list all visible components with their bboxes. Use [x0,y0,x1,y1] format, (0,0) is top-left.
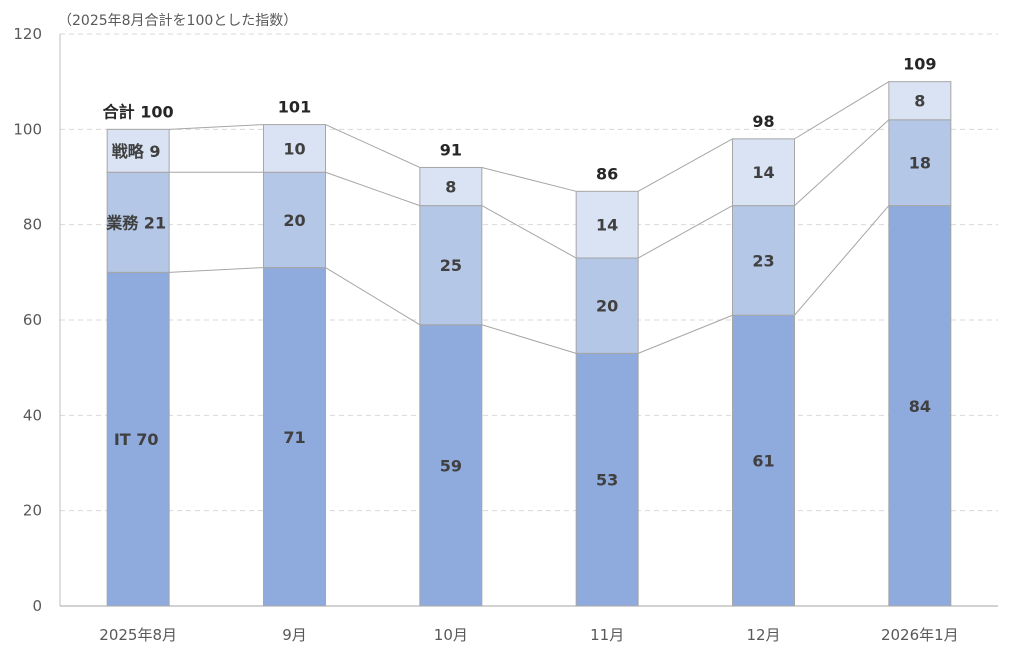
x-tick-label: 2025年8月 [99,626,177,644]
y-tick-label: 100 [13,120,42,138]
gridlines [60,33,998,512]
bar-segment [888,119,952,207]
data-label: 84 [909,397,931,416]
y-tick-label: 80 [23,216,42,234]
bar-segment [575,352,639,607]
total-label: 合計 100 [103,102,174,121]
x-tick-label: 2026年1月 [881,626,959,644]
series-line [325,171,421,207]
bar-segment [263,171,326,269]
data-label: 25 [440,256,462,275]
total-label: 91 [440,140,462,159]
total-label: 101 [278,98,311,117]
bar-segment [419,324,483,607]
data-label: 14 [596,216,618,235]
x-tick-label: 10月 [434,626,468,644]
data-label: 20 [283,211,305,230]
bar-segment [419,166,483,207]
series-line [481,205,577,259]
axes-group: 0 20 40 60 80 100 120 2025年8月 9月 10月 11月 12月 2026年1月 [13,25,998,644]
data-label: 23 [752,251,774,270]
total-label: 98 [752,112,774,131]
y-tick-label: 120 [13,25,42,43]
x-tick-label: 9月 [282,626,307,644]
series-line [325,124,421,168]
series-line [794,119,890,206]
data-labels-group: IT 70 71 59 53 61 84 業務 21 20 25 20 23 18 戦略 9 10 8 14 1… [103,55,937,490]
series-line [169,124,264,130]
data-label: 戦略 9 [112,142,161,161]
total-label: 86 [596,164,618,183]
bar-segment [263,124,326,173]
data-label: 59 [440,456,462,475]
bar-segment [575,257,639,354]
x-tick-label: 11月 [590,626,624,644]
data-label: IT 70 [114,430,159,449]
data-label: 20 [596,297,618,316]
y-tick-label: 0 [32,597,42,615]
series-line [481,166,577,192]
y-tick-label: 40 [23,406,42,424]
data-label: 業務 21 [105,213,166,232]
series-lines [169,81,890,354]
bar-segment [732,314,795,607]
series-line [637,314,733,354]
bar-segment [575,190,639,259]
bars-group [106,81,952,607]
bar-segment [888,81,952,121]
series-line [637,205,733,259]
bar-segment [732,205,795,316]
series-line [169,267,264,273]
total-label: 109 [903,55,936,74]
bar-segment [419,205,483,326]
data-label: 71 [283,428,305,447]
x-tick-label: 12月 [746,626,780,644]
bar-segment [106,128,170,173]
bar-segment [263,267,326,607]
data-label: 18 [909,154,931,173]
y-tick-label: 20 [23,502,42,520]
series-line [794,81,890,140]
y-tick-label: 60 [23,311,42,329]
data-label: 61 [752,452,774,471]
data-label: 53 [596,471,618,490]
bar-segment [106,171,170,273]
series-line [794,205,890,316]
data-label: 10 [283,139,305,158]
series-line [325,267,421,326]
series-line [481,324,577,354]
bar-segment [732,138,795,207]
data-label: 8 [445,178,456,197]
series-line [637,138,733,192]
data-label: 14 [752,163,774,182]
data-label: 8 [914,92,925,111]
chart-subtitle: （2025年8月合計を100とした指数） [58,13,297,29]
